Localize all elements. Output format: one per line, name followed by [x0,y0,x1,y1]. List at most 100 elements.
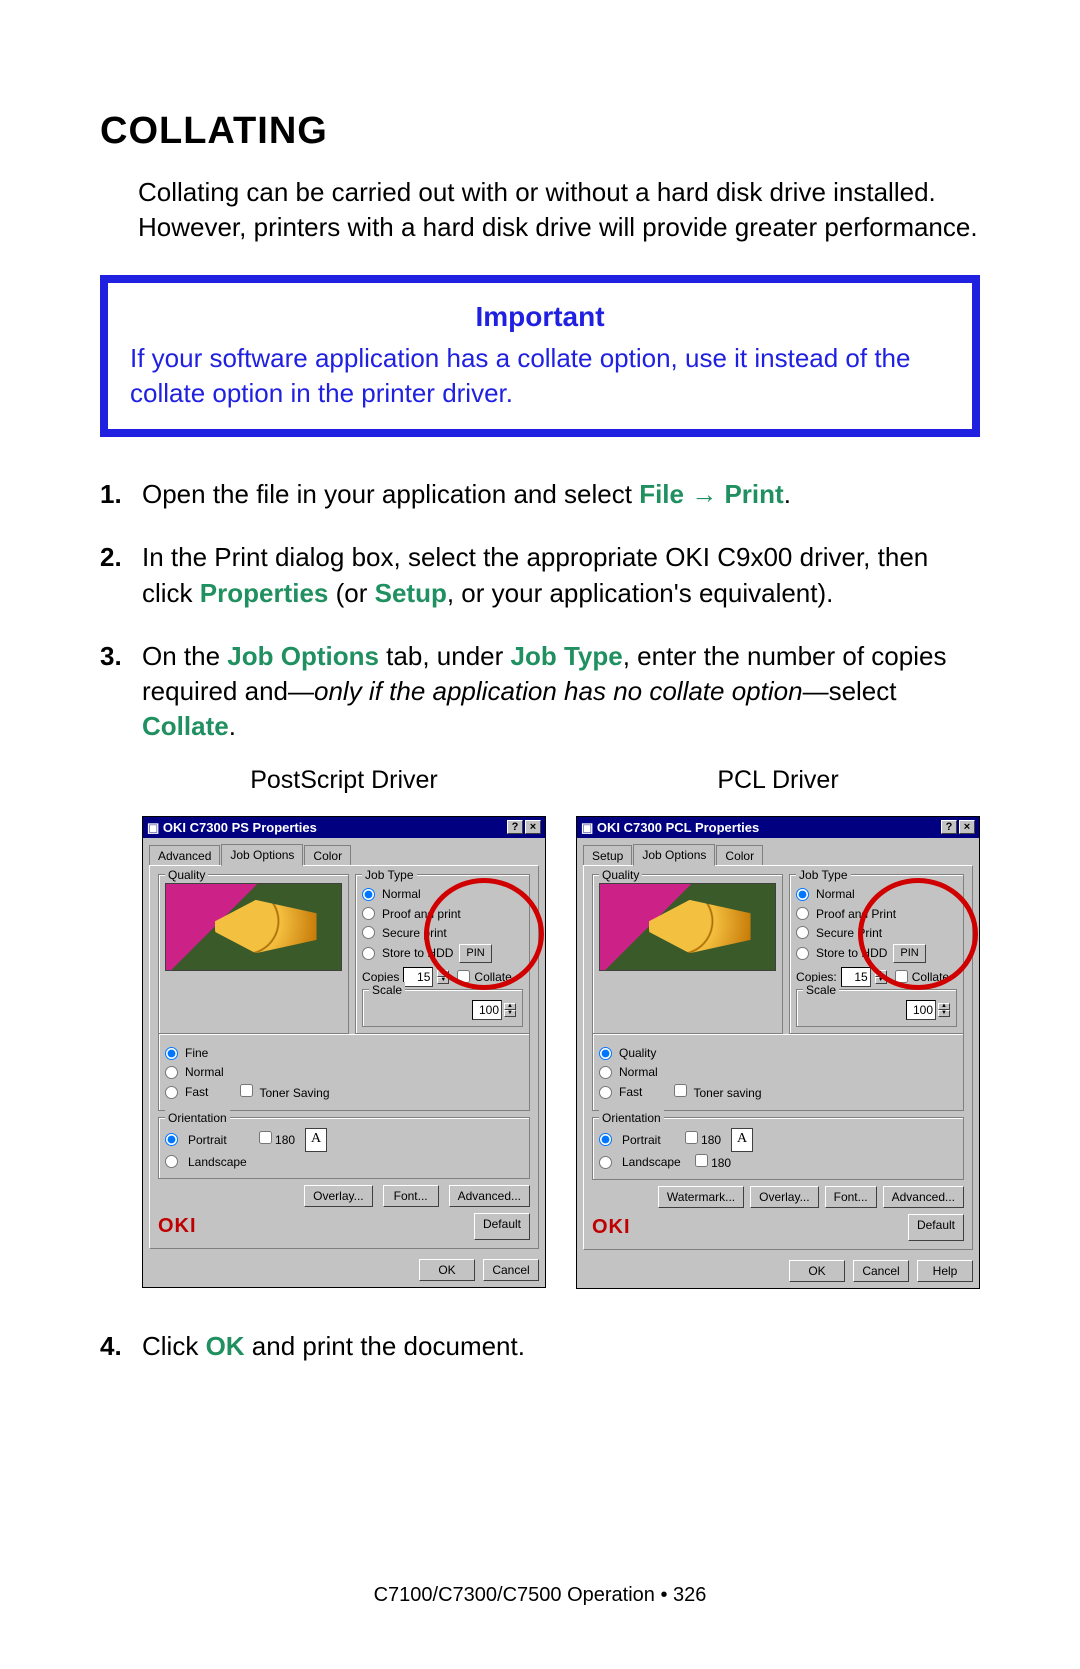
ps-button-row: Overlay... Font... Advanced... [158,1185,530,1207]
kw-job-options: Job Options [227,641,379,671]
scale-input[interactable]: 100 [472,1000,502,1020]
callout-body: If your software application has a colla… [130,341,950,411]
overlay-button[interactable]: Overlay... [304,1185,372,1207]
help-icon[interactable]: ? [507,820,523,834]
oki-logo: OKI [592,1214,631,1241]
radio-q-normal[interactable] [599,1066,612,1079]
oki-logo: OKI [158,1213,197,1240]
copies-input[interactable]: 15 [403,967,433,987]
radio-normal[interactable] [362,888,375,901]
r180-checkbox-2[interactable] [695,1154,708,1167]
radio-q-normal[interactable] [165,1066,178,1079]
tab-color[interactable]: Color [304,845,351,867]
scale-input[interactable]: 100 [906,1000,936,1020]
default-button[interactable]: Default [908,1214,964,1241]
step-3: On the Job Options tab, under Job Type, … [100,639,980,1290]
radio-fast[interactable] [599,1086,612,1099]
ps-tabs: Advanced Job Options Color [149,844,539,866]
pcl-jobtype-group: Job Type Normal Proof and Print Secure P… [789,874,964,1034]
orientation-icon: A [305,1128,327,1152]
toner-checkbox[interactable] [674,1084,687,1097]
radio-fine[interactable] [165,1047,178,1060]
copies-spinner[interactable]: ▲▼ [437,970,449,984]
radio-portrait[interactable] [599,1133,612,1146]
pcl-scale-group: Scale 100 ▲▼ [796,989,957,1027]
preview-thumb [165,883,342,971]
radio-proof[interactable] [362,907,375,920]
radio-secure[interactable] [362,926,375,939]
toner-checkbox[interactable] [240,1084,253,1097]
ok-button[interactable]: OK [419,1259,475,1281]
scale-spinner[interactable]: ▲▼ [504,1003,516,1017]
app-icon: ▣ [147,819,159,837]
radio-store[interactable] [796,947,809,960]
font-button[interactable]: Font... [383,1185,439,1207]
ps-quality-group: Quality [158,874,349,1034]
kw-collate: Collate [142,711,229,741]
radio-fast[interactable] [165,1086,178,1099]
pcl-button-row: Watermark... Overlay... Font... Advanced… [592,1186,964,1208]
font-button[interactable]: Font... [825,1186,877,1208]
close-icon[interactable]: × [525,820,541,834]
tab-setup[interactable]: Setup [583,845,632,867]
scale-spinner[interactable]: ▲▼ [938,1003,950,1017]
ps-quality-radios: Fine Normal Fast Toner Saving [158,1034,530,1111]
copies-input[interactable]: 15 [841,967,871,987]
ps-label: PostScript Driver [142,764,546,798]
pcl-titlebar: ▣ OKI C7300 PCL Properties ? × [577,817,979,839]
important-callout: Important If your software application h… [100,275,980,437]
callout-title: Important [130,301,950,333]
pin-button[interactable]: PIN [459,944,491,963]
pcl-dialog: ▣ OKI C7300 PCL Properties ? × Setup Job… [576,816,980,1290]
orientation-icon: A [731,1128,753,1152]
pcl-label: PCL Driver [576,764,980,798]
collate-checkbox[interactable] [457,970,470,983]
r180-checkbox[interactable] [685,1131,698,1144]
help-button[interactable]: Help [917,1260,973,1282]
radio-secure[interactable] [796,926,809,939]
pcl-orientation-group: Orientation Portrait 180 A Landscape 180 [592,1117,964,1180]
radio-store[interactable] [362,947,375,960]
kw-job-type: Job Type [511,641,623,671]
pin-button[interactable]: PIN [893,944,925,963]
pcl-quality-radios: Quality Normal Fast Toner saving [592,1034,964,1111]
advanced-button[interactable]: Advanced... [449,1185,530,1207]
kw-ok: OK [206,1331,245,1361]
watermark-button[interactable]: Watermark... [658,1186,744,1208]
preview-thumb [599,883,776,971]
radio-landscape[interactable] [165,1155,178,1168]
radio-normal[interactable] [796,888,809,901]
overlay-button[interactable]: Overlay... [750,1186,818,1208]
ps-orientation-group: Orientation Portrait 180 A Landscape [158,1117,530,1179]
intro-text: Collating can be carried out with or wit… [100,175,980,245]
step-1: Open the file in your application and se… [100,477,980,512]
tab-color[interactable]: Color [716,845,763,867]
r180-checkbox[interactable] [259,1131,272,1144]
radio-quality[interactable] [599,1047,612,1060]
page-footer: C7100/C7300/C7500 Operation • 326 [0,1584,1080,1607]
kw-setup: Setup [375,578,447,608]
copies-spinner[interactable]: ▲▼ [875,970,887,984]
ps-dialog: ▣ OKI C7300 PS Properties ? × Advanced J… [142,816,546,1289]
ps-titlebar: ▣ OKI C7300 PS Properties ? × [143,817,545,839]
radio-landscape[interactable] [599,1156,612,1169]
driver-screenshots: PostScript Driver ▣ OKI C7300 PS Propert… [142,764,980,1289]
radio-proof[interactable] [796,907,809,920]
tab-advanced[interactable]: Advanced [149,845,220,867]
help-icon[interactable]: ? [941,820,957,834]
page-title: COLLATING [100,110,980,153]
cancel-button[interactable]: Cancel [483,1259,539,1281]
collate-checkbox[interactable] [895,970,908,983]
default-button[interactable]: Default [474,1213,530,1240]
radio-portrait[interactable] [165,1133,178,1146]
close-icon[interactable]: × [959,820,975,834]
step-2: In the Print dialog box, select the appr… [100,540,980,610]
cancel-button[interactable]: Cancel [853,1260,909,1282]
tab-job-options[interactable]: Job Options [221,844,303,866]
kw-print: Print [724,479,783,509]
steps-list: Open the file in your application and se… [100,477,980,1364]
ok-button[interactable]: OK [789,1260,845,1282]
ps-jobtype-group: Job Type Normal Proof and print Secure p… [355,874,530,1034]
tab-job-options[interactable]: Job Options [633,844,715,866]
advanced-button[interactable]: Advanced... [883,1186,964,1208]
